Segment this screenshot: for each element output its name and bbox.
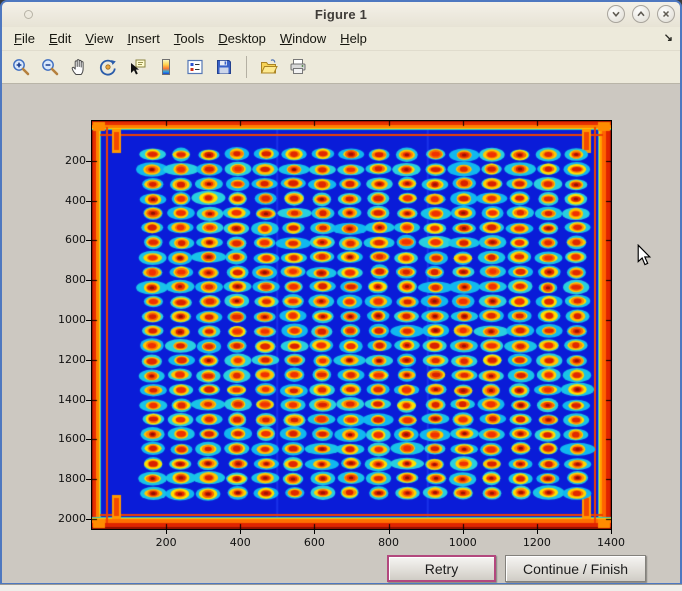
y-tick-mark	[86, 399, 91, 401]
plate-image	[91, 120, 612, 530]
y-tick-label: 1800	[58, 472, 86, 486]
zoom-out-button[interactable]	[38, 55, 62, 79]
rotate-3d-button[interactable]	[96, 55, 120, 79]
zoom-out-icon	[42, 59, 59, 76]
window-bottom-edge	[0, 584, 682, 591]
insert-legend-button[interactable]	[183, 55, 207, 79]
y-tick-mark	[86, 479, 91, 481]
close-icon	[662, 10, 670, 18]
zoom-in-icon	[13, 59, 30, 76]
printer-icon	[290, 59, 306, 74]
menu-help[interactable]: Help	[340, 31, 367, 46]
menu-insert[interactable]: Insert	[127, 31, 160, 46]
y-tick-mark	[86, 200, 91, 202]
x-tick-label: 600	[303, 536, 325, 549]
legend-icon	[187, 59, 203, 75]
y-tick-mark	[86, 320, 91, 322]
data-cursor-icon	[131, 59, 146, 75]
pan-button[interactable]	[67, 55, 91, 79]
x-tick-label: 800	[378, 536, 400, 549]
y-tick-mark	[86, 240, 91, 242]
maximize-button[interactable]	[632, 5, 650, 23]
open-folder-icon	[260, 59, 278, 74]
y-tick-label: 1600	[58, 432, 86, 446]
menu-overflow-arrow-icon[interactable]: ↘	[663, 32, 673, 44]
y-tick-mark	[86, 359, 91, 361]
menu-file[interactable]: File	[14, 31, 35, 46]
y-tick-mark	[86, 439, 91, 441]
menu-view[interactable]: View	[85, 31, 114, 46]
menu-edit[interactable]: Edit	[48, 31, 72, 46]
x-tick-mark	[388, 530, 390, 534]
toolbar-separator	[246, 56, 247, 78]
titlebar[interactable]: Figure 1	[2, 2, 680, 27]
x-tick-mark	[611, 530, 612, 534]
y-tick-mark	[86, 160, 91, 162]
open-file-button[interactable]	[257, 55, 281, 79]
x-tick-label: 400	[229, 536, 251, 549]
menu-tools[interactable]: Tools	[173, 31, 205, 46]
x-tick-label: 1000	[448, 536, 477, 549]
y-tick-label: 800	[65, 273, 86, 287]
x-tick-label: 200	[155, 536, 177, 549]
chevron-up-icon	[637, 10, 645, 17]
colorbar-icon	[162, 59, 170, 75]
continue-finish-button[interactable]: Continue / Finish	[505, 555, 646, 582]
y-tick-label: 1400	[58, 392, 86, 406]
y-tick-label: 600	[65, 233, 86, 247]
y-tick-label: 200	[65, 153, 86, 167]
figure-canvas-area: 200 400 600 800 1000 1200 1400 1600 1800 2000 200 4…	[2, 84, 680, 583]
y-tick-mark	[86, 280, 91, 282]
close-button[interactable]	[657, 5, 675, 23]
window-title: Figure 1	[314, 7, 368, 22]
x-tick-mark	[462, 530, 464, 534]
y-tick-mark	[86, 519, 91, 521]
menu-bar: File Edit View Insert Tools Desktop Wind…	[2, 27, 680, 51]
save-icon	[217, 60, 231, 74]
chevron-down-icon	[612, 11, 620, 18]
data-cursor-button[interactable]	[125, 55, 149, 79]
save-figure-button[interactable]	[212, 55, 236, 79]
print-figure-button[interactable]	[286, 55, 310, 79]
x-tick-mark	[536, 530, 538, 534]
x-tick-mark	[314, 530, 316, 534]
rotate-3d-icon	[99, 59, 116, 76]
retry-button[interactable]: Retry	[387, 555, 496, 582]
zoom-in-button[interactable]	[9, 55, 33, 79]
x-tick-mark	[240, 530, 242, 534]
y-tick-label: 400	[65, 193, 86, 207]
x-tick-mark	[166, 530, 168, 534]
y-tick-label: 1000	[58, 313, 86, 327]
x-tick-label: 1400	[597, 536, 625, 549]
menu-desktop[interactable]: Desktop	[218, 31, 266, 46]
window-menu-icon[interactable]	[24, 10, 33, 19]
y-tick-label: 2000	[58, 512, 86, 526]
window-controls	[607, 5, 675, 23]
x-tick-label: 1200	[522, 536, 551, 549]
pan-hand-icon	[71, 59, 84, 75]
menu-window[interactable]: Window	[279, 31, 327, 46]
insert-colorbar-button[interactable]	[154, 55, 178, 79]
minimize-button[interactable]	[607, 5, 625, 23]
y-tick-label: 1200	[58, 352, 86, 366]
mouse-cursor	[637, 244, 652, 266]
toolbar	[2, 51, 680, 84]
